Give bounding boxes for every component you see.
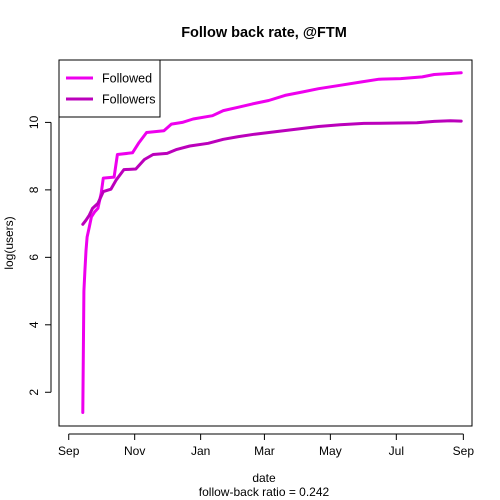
y-tick-label: 10 bbox=[27, 115, 41, 129]
x-tick-label: Mar bbox=[254, 444, 275, 458]
y-tick-label: 8 bbox=[27, 186, 41, 193]
y-tick-label: 4 bbox=[27, 321, 41, 328]
y-tick-label: 6 bbox=[27, 254, 41, 261]
x-axis-label: date bbox=[252, 471, 276, 485]
x-axis: Sep Nov Jan Mar May Jul Sep bbox=[58, 433, 475, 458]
x-tick-label: Jan bbox=[191, 444, 210, 458]
chart-title: Follow back rate, @FTM bbox=[181, 25, 347, 41]
legend-label-followers: Followers bbox=[102, 93, 156, 107]
legend: Followed Followers bbox=[58, 59, 161, 118]
series-line-followers bbox=[81, 119, 463, 226]
y-axis-label: log(users) bbox=[2, 216, 16, 269]
legend-label-followed: Followed bbox=[102, 72, 152, 86]
x-tick-label: Sep bbox=[453, 444, 475, 458]
series-line-followed bbox=[81, 71, 463, 414]
legend-box bbox=[58, 59, 161, 118]
x-axis-subtitle: follow-back ratio = 0.242 bbox=[199, 485, 330, 499]
series-layer bbox=[81, 71, 463, 414]
x-tick-label: Nov bbox=[124, 444, 145, 458]
plot-border bbox=[58, 59, 473, 427]
y-tick-label: 2 bbox=[27, 389, 41, 396]
x-tick-label: Sep bbox=[58, 444, 80, 458]
x-tick-label: May bbox=[319, 444, 342, 458]
x-tick-label: Jul bbox=[389, 444, 404, 458]
y-axis: 2 4 6 8 10 bbox=[27, 115, 52, 396]
